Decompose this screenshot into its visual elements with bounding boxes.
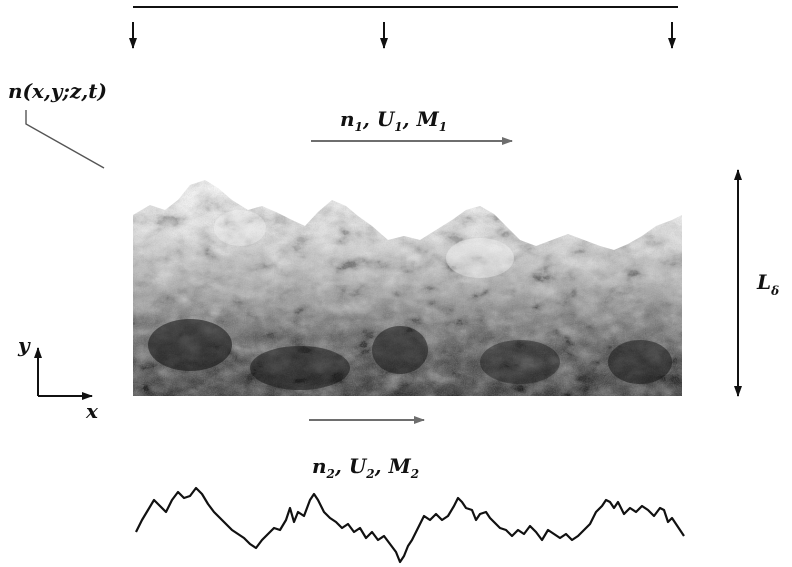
lower-stream: n2, U2, M2 [309, 416, 425, 481]
thickness-label: Lδ [756, 270, 779, 298]
y-axis-label: y [17, 333, 31, 357]
eddy [372, 326, 428, 374]
eddy [250, 346, 350, 390]
mixing-region [133, 180, 682, 396]
eddy [148, 319, 232, 371]
upper-stream: n1, U1, M1 [311, 107, 513, 145]
top-boundary [129, 6, 678, 49]
coordinate-axes: y x [17, 333, 99, 423]
x-axis-label: x [85, 399, 99, 423]
eddy [214, 210, 266, 246]
field-label-pointer [25, 110, 105, 169]
upper-stream-label: n1, U1, M1 [340, 107, 447, 134]
lower-stream-label: n2, U2, M2 [312, 454, 419, 481]
eddy [608, 340, 672, 384]
field-label: n(x,y;z,t) [8, 79, 107, 103]
eddy [446, 238, 514, 278]
eddy [480, 340, 560, 384]
signal-trace [135, 486, 685, 564]
